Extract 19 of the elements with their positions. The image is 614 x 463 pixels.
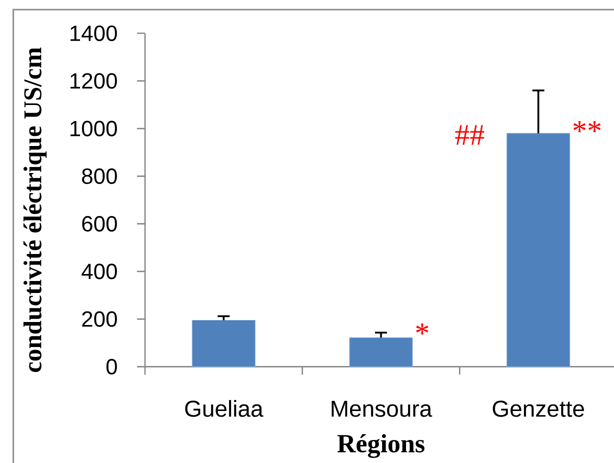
x-tick-label: Gueliaa <box>185 400 264 417</box>
annotation: ** <box>573 121 601 132</box>
y-axis-title: conductivité éléctrique US/cm <box>23 48 47 372</box>
y-tick-label: 600 <box>82 216 117 232</box>
x-axis-title: Régions <box>337 434 424 458</box>
y-tick-label: 800 <box>82 168 117 184</box>
annotation: * <box>416 324 428 335</box>
annotation: ## <box>455 125 484 145</box>
x-tick-label: Mensoura <box>332 400 432 417</box>
y-tick-label: 1000 <box>70 120 117 136</box>
y-tick-label: 1400 <box>70 26 117 42</box>
y-tick-label: 1200 <box>70 73 117 89</box>
y-tick-label: 0 <box>106 358 117 374</box>
bar <box>349 337 413 367</box>
bar <box>192 320 256 367</box>
y-tick-label: 400 <box>82 264 117 280</box>
y-tick-label: 200 <box>82 311 117 327</box>
x-tick-label: Genzette <box>492 400 584 417</box>
bar <box>506 133 570 367</box>
